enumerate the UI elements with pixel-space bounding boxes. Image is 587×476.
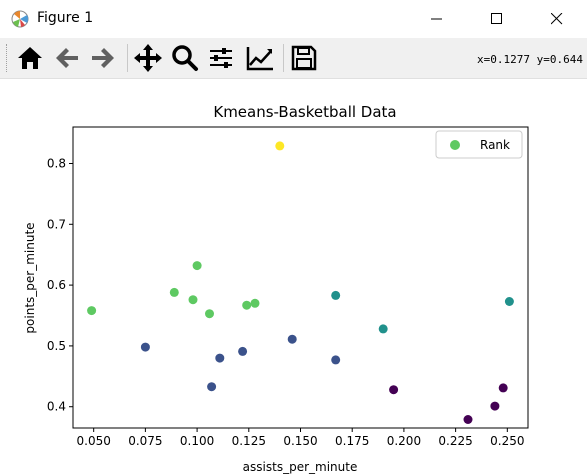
close-button[interactable] [532, 0, 582, 38]
maximize-icon [491, 13, 502, 24]
x-tick-label: 0.075 [128, 434, 162, 448]
legend-frame [435, 130, 523, 159]
x-tick-label: 0.125 [232, 434, 266, 448]
y-axis-label: points_per_minute [23, 222, 37, 333]
back-button[interactable] [51, 42, 83, 74]
window-title: Figure 1 [37, 10, 94, 26]
customize-button[interactable] [244, 42, 276, 74]
pan-move-icon [134, 44, 162, 72]
scatter-point-1 [169, 287, 179, 297]
x-tick-label: 0.050 [77, 434, 111, 448]
forward-button[interactable] [87, 42, 119, 74]
y-tick-label: 0.7 [47, 217, 66, 231]
scatter-point-12 [287, 334, 297, 344]
zoom-button[interactable] [169, 42, 201, 74]
scatter-point-11 [238, 346, 248, 356]
y-tick-label: 0.6 [47, 278, 66, 292]
configure-subplots-icon [210, 48, 232, 68]
pan-button[interactable] [132, 42, 164, 74]
scatter-point-20 [498, 383, 508, 393]
subplots-button[interactable] [205, 42, 237, 74]
scatter-points [87, 141, 514, 424]
x-tick-label: 0.150 [283, 434, 317, 448]
chart-title: Kmeans-Basketball Data [213, 103, 396, 121]
matplotlib-logo-icon [11, 10, 29, 28]
x-tick-label: 0.100 [180, 434, 214, 448]
y-tick-label: 0.4 [47, 400, 66, 414]
scatter-point-0 [87, 306, 97, 316]
legend: Rank [435, 130, 523, 159]
x-axis-ticks: 0.050 0.075 0.100 0.125 0.150 0.175 0.200 0.225… [77, 428, 524, 448]
scatter-point-8 [140, 342, 150, 352]
maximize-button[interactable] [472, 0, 522, 38]
scatter-point-17 [389, 385, 399, 395]
x-tick-label: 0.225 [438, 434, 472, 448]
scatter-point-19 [490, 401, 500, 411]
y-axis-ticks: 0.4 0.5 0.6 0.7 0.8 [47, 156, 73, 414]
scatter-point-13 [331, 355, 341, 365]
save-button[interactable] [288, 42, 320, 74]
back-arrow-icon [56, 48, 78, 68]
scatter-point-7 [275, 141, 285, 151]
minimize-button[interactable] [412, 0, 462, 38]
x-tick-label: 0.200 [387, 434, 421, 448]
scatter-point-9 [207, 382, 217, 392]
scatter-point-16 [504, 297, 514, 306]
scatter-point-3 [192, 261, 202, 271]
minimize-icon [431, 18, 442, 20]
x-tick-label: 0.250 [490, 434, 524, 448]
toolbar-separator [127, 44, 128, 72]
y-tick-label: 0.5 [47, 339, 66, 353]
legend-marker [450, 140, 460, 150]
scatter-point-10 [215, 353, 225, 363]
home-button[interactable] [14, 42, 46, 74]
y-tick-label: 0.8 [47, 156, 66, 170]
navigation-toolbar [0, 38, 587, 79]
x-axis-label: assists_per_minute [243, 460, 358, 474]
forward-arrow-icon [92, 48, 114, 68]
scatter-point-18 [463, 415, 473, 424]
toolbar-separator [283, 44, 284, 72]
scatter-point-2 [188, 295, 198, 305]
edit-axis-icon [246, 47, 273, 71]
window-titlebar: Figure 1 [0, 0, 587, 38]
scatter-point-14 [331, 290, 341, 300]
scatter-point-5 [242, 300, 252, 310]
home-icon [18, 47, 42, 69]
scatter-point-15 [378, 324, 388, 334]
close-icon [551, 13, 563, 25]
toolbar-grip[interactable] [6, 44, 9, 72]
zoom-magnifier-icon [172, 45, 198, 71]
x-tick-label: 0.175 [335, 434, 369, 448]
save-floppy-icon [291, 45, 317, 71]
scatter-plot[interactable]: Kmeans-Basketball Data 0.050 0.075 0.100 0.… [0, 79, 587, 476]
cursor-coordinates: x=0.1277 y=0.644 [477, 53, 583, 66]
scatter-point-4 [205, 309, 214, 319]
legend-label: Rank [480, 138, 510, 152]
axes-frame [72, 126, 529, 429]
scatter-point-6 [250, 298, 260, 308]
figure-canvas[interactable]: Kmeans-Basketball Data 0.050 0.075 0.100 0.… [0, 79, 587, 476]
